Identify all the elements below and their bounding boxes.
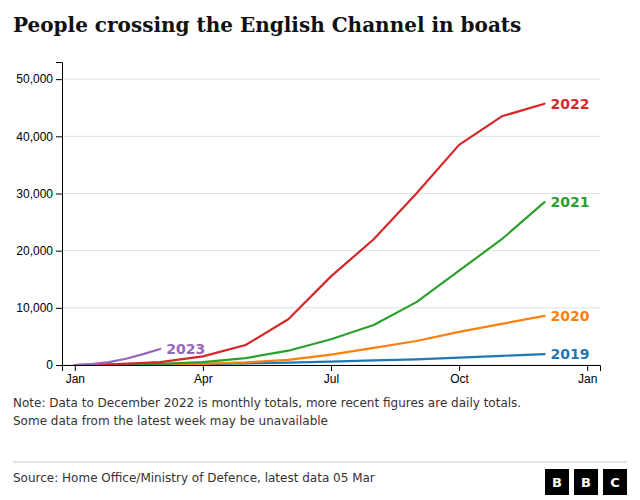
y-axis-line	[56, 63, 63, 366]
grid-line	[62, 250, 600, 251]
chart: People crossing the English Channel in b…	[0, 0, 640, 500]
x-tick-label: Jan	[578, 372, 597, 386]
logo-letter: C	[610, 475, 620, 490]
y-tick: 20,000	[16, 244, 62, 258]
grid-line	[62, 193, 600, 194]
grid-line	[62, 136, 600, 137]
y-tick-mark	[56, 193, 62, 194]
x-tick: Oct	[450, 365, 469, 386]
source: Source: Home Office/Ministry of Defence,…	[13, 471, 375, 485]
background	[0, 0, 640, 500]
x-tick-mark	[459, 365, 460, 371]
y-axis: 0 10,000 20,000 30,000 40,000 50,000	[16, 63, 62, 373]
x-tick-mark	[75, 365, 76, 371]
series-labels: 2019 2020 2021 2022 2023	[166, 96, 590, 362]
y-tick-label: 20,000	[16, 244, 53, 258]
series-label: 2021	[550, 194, 589, 210]
x-tick: Apr	[194, 365, 213, 386]
series-label: 2022	[550, 96, 589, 112]
y-tick-label: 40,000	[16, 130, 53, 144]
series-label: 2020	[550, 308, 589, 324]
x-tick-mark	[203, 365, 204, 371]
y-tick-label: 50,000	[16, 72, 53, 86]
x-tick-label: Oct	[450, 372, 469, 386]
separator	[13, 462, 627, 463]
series-line	[75, 349, 160, 365]
y-tick-mark	[56, 79, 62, 80]
x-tick: Jan	[578, 365, 597, 386]
series-line	[75, 202, 545, 365]
series-label: 2023	[166, 341, 205, 357]
y-tick: 10,000	[16, 301, 62, 315]
x-tick: Jan	[66, 365, 85, 386]
x-axis-line	[63, 366, 601, 372]
x-tick-label: Jul	[324, 372, 339, 386]
y-tick-label: 10,000	[16, 301, 53, 315]
series-line	[75, 104, 545, 365]
note: Note: Data to December 2022 is monthly t…	[13, 396, 521, 410]
title: People crossing the English Channel in b…	[13, 13, 521, 37]
logo-block	[545, 469, 569, 495]
plot-area: Jan Apr Jul Oct Jan 0 10,000 20,000 30,000 40,000…	[16, 63, 600, 386]
y-tick-label: 30,000	[16, 187, 53, 201]
logo-block	[603, 469, 627, 495]
y-tick-mark	[56, 365, 62, 366]
y-tick: 0	[46, 358, 62, 372]
y-tick: 50,000	[16, 72, 62, 86]
y-tick: 30,000	[16, 187, 62, 201]
x-tick: Jul	[324, 365, 339, 386]
y-tick-label: 0	[46, 358, 53, 372]
x-tick-label: Jan	[66, 372, 85, 386]
y-tick-mark	[56, 308, 62, 309]
x-tick-mark	[587, 365, 588, 371]
lines	[75, 104, 545, 365]
y-tick-mark	[56, 251, 62, 252]
note: Some data from the latest week may be un…	[13, 414, 328, 428]
x-tick-mark	[331, 365, 332, 371]
series-label: 2019	[550, 346, 589, 362]
x-axis: Jan Apr Jul Oct Jan	[63, 365, 601, 386]
y-tick: 40,000	[16, 130, 62, 144]
series-line	[75, 316, 545, 365]
grid-line	[62, 307, 600, 308]
logo-block	[574, 469, 598, 495]
grid-line	[62, 79, 600, 80]
grid	[62, 79, 600, 365]
x-tick-label: Apr	[194, 372, 213, 386]
logo-letter: B	[581, 475, 591, 490]
logo-letter: B	[552, 475, 562, 490]
y-tick-mark	[56, 136, 62, 137]
